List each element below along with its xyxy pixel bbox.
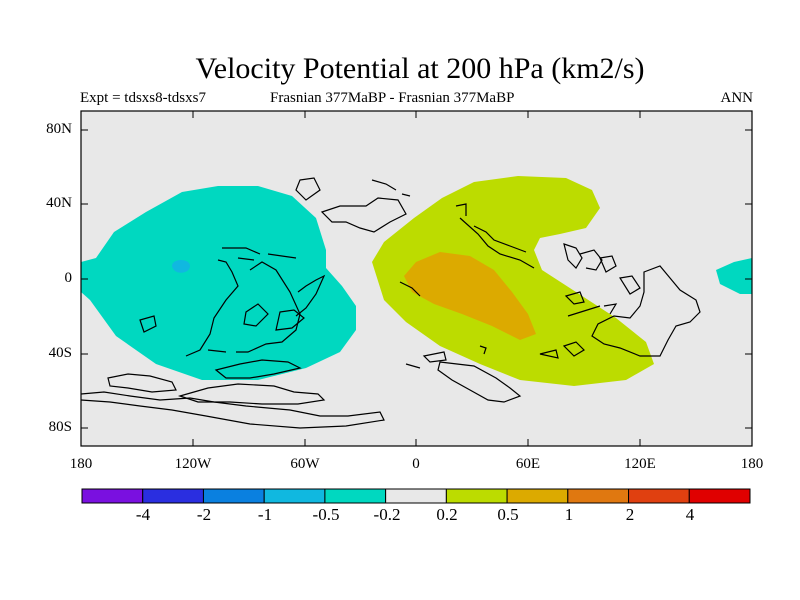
colorbar-label: -2 (196, 505, 212, 524)
lat-tick-label: 0 (64, 270, 73, 286)
lon-tick-label: 120W (174, 456, 212, 472)
colorbar-swatch (385, 488, 447, 504)
colorbar-swatch (324, 488, 387, 504)
colorbar-swatch (688, 488, 751, 504)
experiment-label: Expt = tdsxs8-tdsxs7 (80, 90, 206, 106)
colorbar-swatch (506, 488, 569, 504)
colorbar-swatch (142, 488, 204, 504)
colorbar-label: -0.5 (312, 505, 340, 524)
colorbar-label: -1 (257, 505, 273, 524)
colorbar-swatch (567, 488, 630, 504)
colorbar-swatch (445, 488, 508, 504)
lon-tick-label: 120E (624, 456, 656, 472)
axis-ticks (80, 111, 753, 446)
lat-tick-label: 80N (46, 121, 72, 137)
lon-tick-label: 0 (412, 456, 420, 472)
lon-tick-label: 60E (515, 456, 541, 472)
colorbar-swatch (81, 488, 144, 504)
colorbar-swatch (263, 488, 326, 504)
colorbar (81, 488, 751, 504)
lon-tick-label: 180 (740, 456, 764, 472)
lon-tick-label: 180 (69, 456, 93, 472)
colorbar-label: 4 (685, 505, 695, 524)
season-label: ANN (720, 90, 754, 106)
colorbar-label: 1 (564, 505, 574, 524)
lon-tick-label: 60W (290, 456, 320, 472)
negative-anomaly-east-edge (716, 258, 752, 294)
period-label: Frasnian 377MaBP - Frasnian 377MaBP (270, 90, 515, 106)
lat-tick-label: 80S (48, 419, 72, 435)
colorbar-label: -0.2 (373, 505, 401, 524)
colorbar-swatch (628, 488, 690, 504)
plot-title: Velocity Potential at 200 hPa (km2/s) (195, 52, 645, 85)
negative-anomaly-region (81, 186, 356, 380)
colorbar-label: 0.2 (436, 505, 458, 524)
lat-tick-label: 40S (48, 345, 72, 361)
negative-core-region (172, 260, 190, 273)
coastlines (81, 177, 701, 429)
colorbar-label: -4 (135, 505, 151, 524)
colorbar-label: 0.5 (497, 505, 519, 524)
colorbar-swatch (202, 488, 265, 504)
colorbar-label: 2 (625, 505, 635, 524)
lat-tick-label: 40N (46, 195, 72, 211)
positive-core-region (404, 252, 536, 340)
positive-anomaly-region (372, 176, 654, 386)
